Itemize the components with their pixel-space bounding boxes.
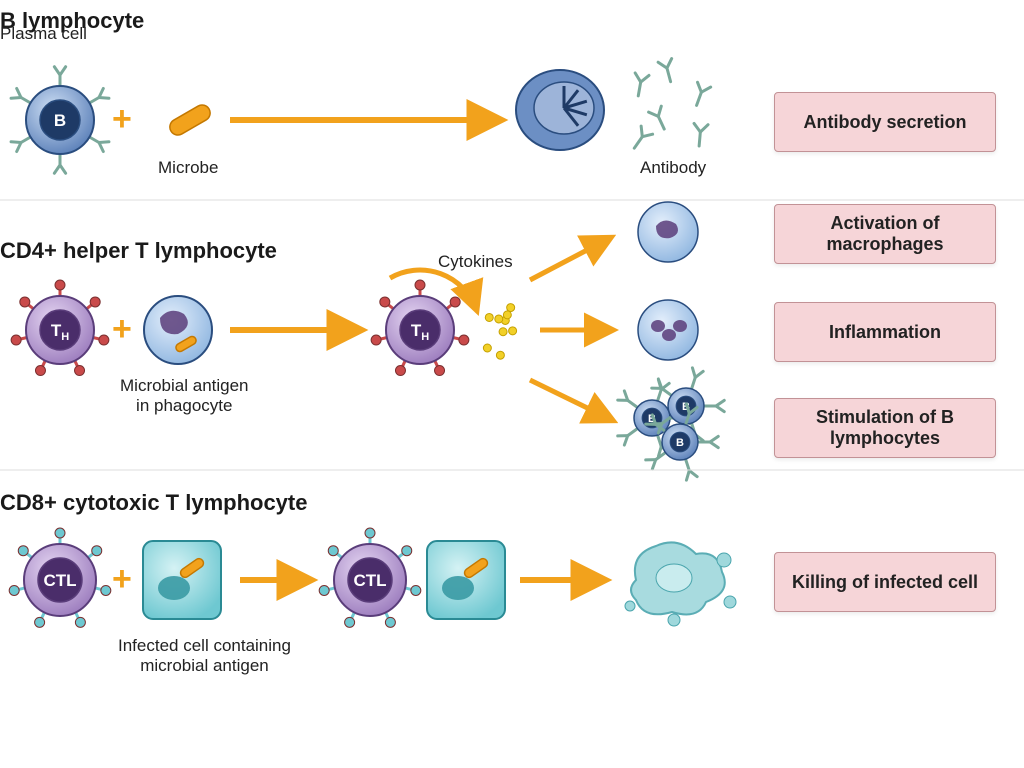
svg-text:B: B — [54, 111, 66, 130]
svg-text:B: B — [676, 437, 684, 449]
lymphocyte-diagram: { "colors": { "background": "#ffffff", "… — [0, 0, 1024, 768]
svg-text:CTL: CTL — [353, 571, 386, 590]
illustration-svg: BTHTHBBBCTLCTL — [0, 0, 1024, 768]
svg-text:CTL: CTL — [43, 571, 76, 590]
